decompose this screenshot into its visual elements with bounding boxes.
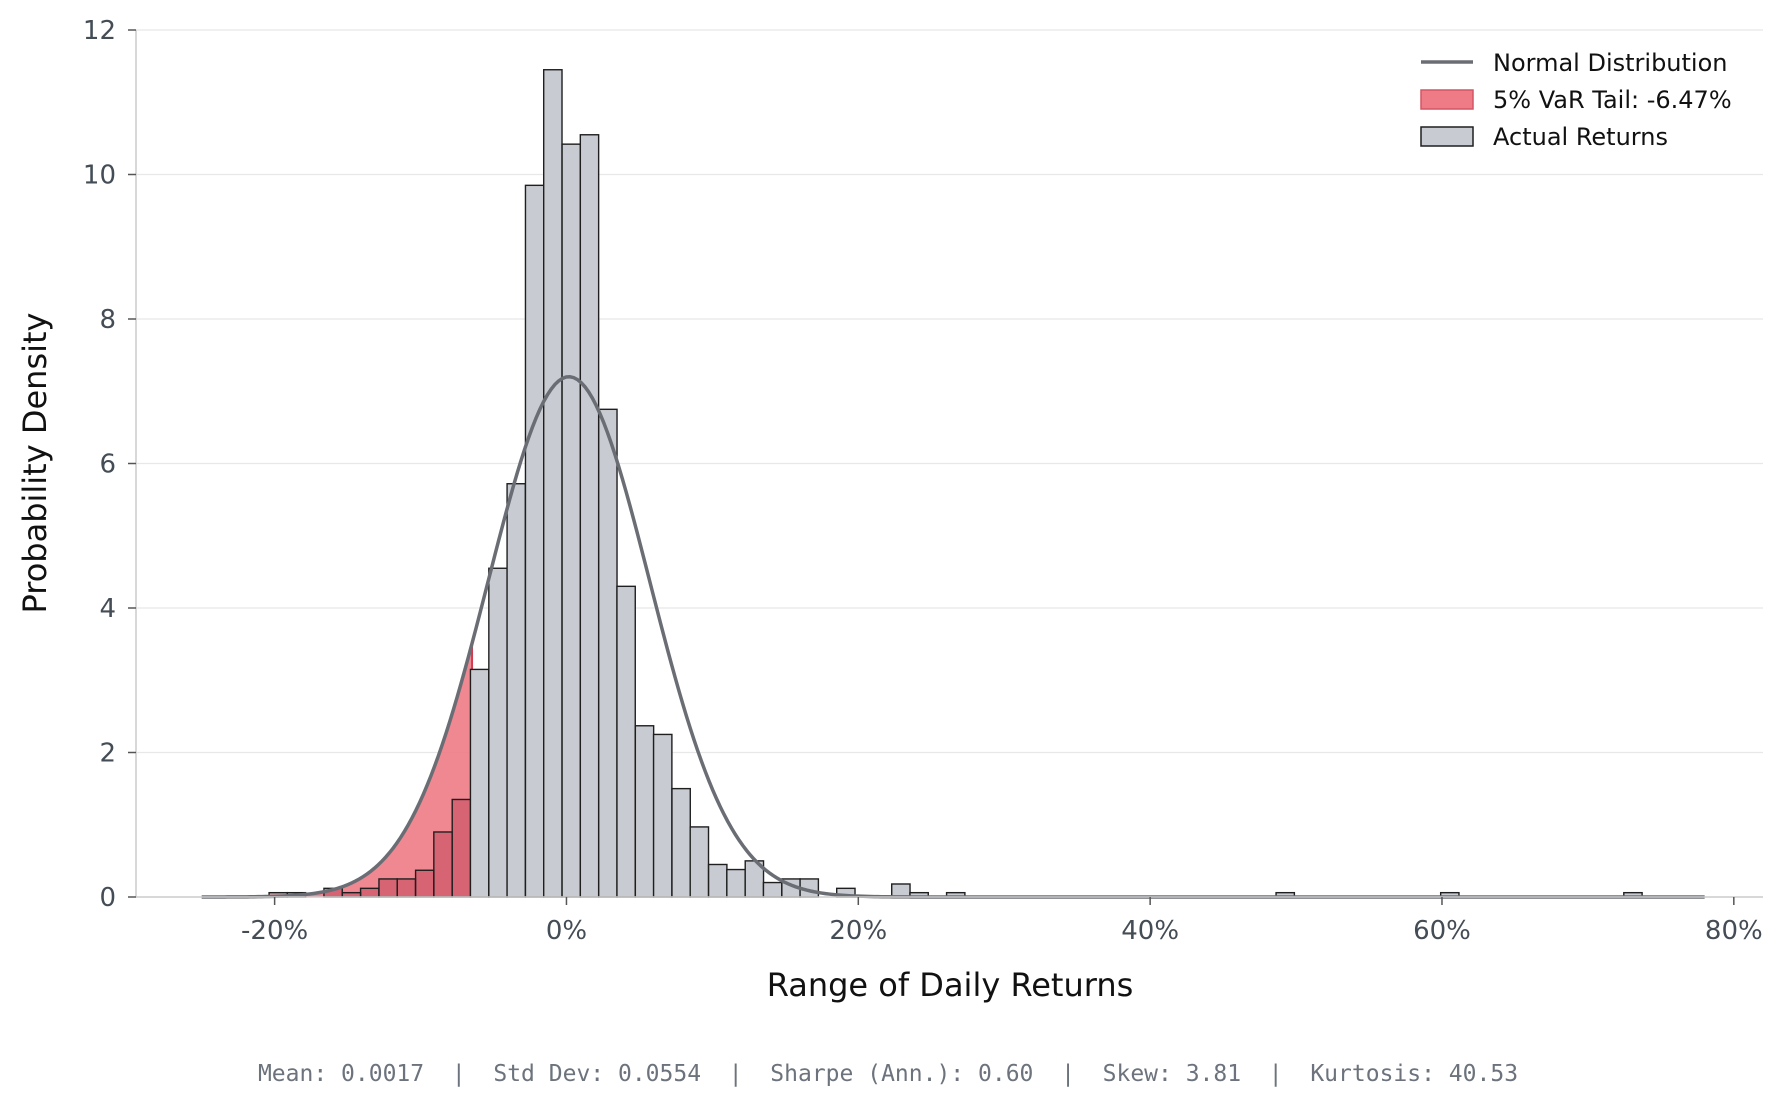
legend-label: 5% VaR Tail: -6.47% xyxy=(1493,86,1732,114)
x-axis-title: Range of Daily Returns xyxy=(767,966,1134,1004)
y-tick-label: 8 xyxy=(99,305,116,335)
histogram-bar xyxy=(542,69,563,898)
stats-footer: Mean: 0.0017 | Std Dev: 0.0554 | Sharpe … xyxy=(258,1061,1518,1087)
histogram-bar xyxy=(891,883,911,898)
legend-label: Actual Returns xyxy=(1493,123,1668,151)
histogram-bar xyxy=(469,668,490,898)
histogram-bar xyxy=(598,408,618,898)
x-tick-label: 60% xyxy=(1413,916,1471,946)
x-tick-label: 0% xyxy=(546,916,587,946)
y-tick-label: 2 xyxy=(99,739,116,769)
y-tick-label: 4 xyxy=(99,594,116,624)
histogram-bar xyxy=(689,826,710,898)
legend-label: Normal Distribution xyxy=(1493,49,1727,77)
histogram-bars xyxy=(268,69,1643,898)
histogram-bar xyxy=(707,863,728,898)
y-tick-label: 6 xyxy=(99,450,116,480)
histogram-bar xyxy=(359,887,380,898)
histogram-bar xyxy=(634,725,655,898)
histogram-bar xyxy=(451,798,472,898)
histogram-bar xyxy=(671,787,691,898)
legend-var-tail-swatch xyxy=(1420,89,1474,110)
legend-actual-returns-swatch xyxy=(1420,126,1474,147)
histogram-bar xyxy=(762,881,783,898)
x-tick-label: 20% xyxy=(829,916,887,946)
tick-labels: 0 2 4 6 8 10 12 -20% 0% 20% 40% 60% 80% xyxy=(83,16,1763,946)
histogram-bar xyxy=(378,878,398,898)
histogram-bar xyxy=(506,483,527,898)
histogram-bar xyxy=(396,878,417,898)
histogram-bar xyxy=(524,184,545,898)
histogram-bar xyxy=(652,733,673,898)
histogram-bar xyxy=(561,143,582,898)
y-tick-label: 10 xyxy=(83,161,116,191)
x-tick-label: -20% xyxy=(241,916,308,946)
histogram-bar xyxy=(414,869,435,898)
histogram-bar xyxy=(488,567,508,898)
legend: Normal Distribution 5% VaR Tail: -6.47% Ac… xyxy=(1420,49,1732,151)
x-tick-label: 40% xyxy=(1121,916,1179,946)
histogram-bar xyxy=(433,831,453,898)
gridlines xyxy=(136,29,1763,754)
y-axis-title: Probability Density xyxy=(16,313,54,614)
histogram-bar xyxy=(616,585,636,898)
x-tick-label: 80% xyxy=(1705,916,1763,946)
histogram-bar xyxy=(726,868,746,898)
y-tick-label: 0 xyxy=(99,883,116,913)
y-tick-label: 12 xyxy=(83,16,116,46)
histogram-bar xyxy=(579,134,600,898)
